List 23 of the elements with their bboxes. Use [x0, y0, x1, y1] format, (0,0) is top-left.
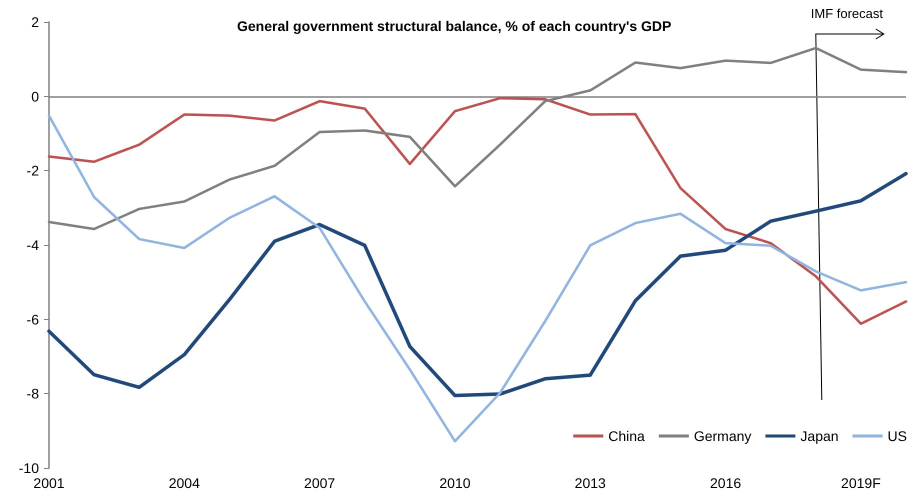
- x-tick-label: 2013: [574, 475, 606, 491]
- line-series: [48, 96, 908, 326]
- legend-label: Germany: [694, 428, 752, 444]
- x-tick-label: 2007: [304, 475, 336, 491]
- x-tick-label: 2016: [710, 475, 742, 491]
- text: IMF forecast: [810, 6, 884, 21]
- x-tick-label: 2010: [439, 475, 471, 491]
- x-tick-label: 2004: [168, 475, 200, 491]
- y-tick-label: -8: [26, 386, 40, 402]
- y-tick-label: -4: [26, 237, 40, 253]
- legend-label: US: [888, 428, 908, 444]
- y-tick-label: 0: [31, 88, 40, 104]
- legend-label: China: [608, 428, 646, 444]
- y-tick-label: -2: [26, 162, 40, 179]
- y-tick-label: -6: [26, 311, 40, 328]
- line-series: [47, 172, 908, 398]
- y-tick-label: -10: [18, 460, 40, 476]
- x-tick-label: 2019F: [841, 475, 881, 491]
- y-tick-label: 2: [31, 14, 40, 30]
- legend-label: Japan: [800, 428, 839, 444]
- chart-title: General government structural balance, % of each country's GDP: [237, 18, 672, 34]
- line-series: [48, 114, 908, 442]
- x-tick-label: 2001: [33, 475, 65, 491]
